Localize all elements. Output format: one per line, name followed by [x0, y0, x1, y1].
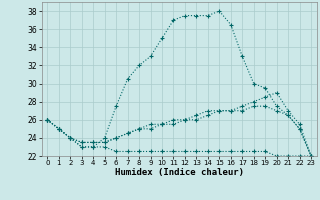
- X-axis label: Humidex (Indice chaleur): Humidex (Indice chaleur): [115, 168, 244, 177]
